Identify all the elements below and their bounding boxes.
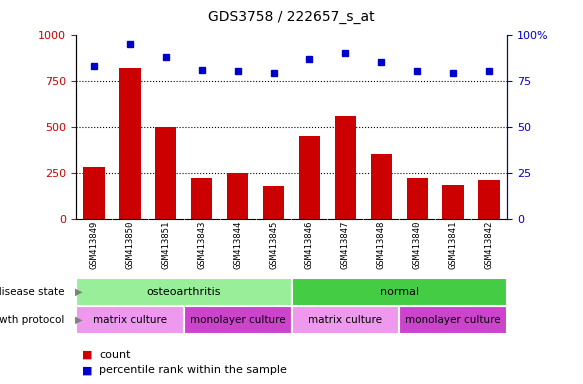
Text: GSM413841: GSM413841 bbox=[449, 221, 458, 269]
Bar bbox=[335, 116, 356, 219]
Text: GSM413843: GSM413843 bbox=[197, 221, 206, 269]
Bar bbox=[76, 306, 184, 334]
Text: growth protocol: growth protocol bbox=[0, 315, 64, 325]
Bar bbox=[399, 306, 507, 334]
Bar bbox=[76, 278, 292, 306]
Bar bbox=[191, 178, 212, 219]
Text: GSM413851: GSM413851 bbox=[161, 221, 170, 269]
Bar bbox=[298, 136, 320, 219]
Text: GSM413840: GSM413840 bbox=[413, 221, 422, 269]
Bar bbox=[227, 173, 248, 219]
Text: normal: normal bbox=[380, 287, 419, 297]
Text: monolayer culture: monolayer culture bbox=[405, 315, 501, 325]
Text: GSM413842: GSM413842 bbox=[484, 221, 494, 269]
Bar bbox=[263, 186, 285, 219]
Bar bbox=[292, 306, 399, 334]
Bar bbox=[406, 178, 428, 219]
Text: GSM413844: GSM413844 bbox=[233, 221, 242, 269]
Bar bbox=[371, 154, 392, 219]
Text: GDS3758 / 222657_s_at: GDS3758 / 222657_s_at bbox=[208, 10, 375, 23]
Bar bbox=[119, 68, 141, 219]
Text: GSM413847: GSM413847 bbox=[341, 221, 350, 269]
Text: matrix culture: matrix culture bbox=[308, 315, 382, 325]
Text: count: count bbox=[99, 350, 131, 360]
Text: GSM413850: GSM413850 bbox=[125, 221, 134, 269]
Text: GSM413846: GSM413846 bbox=[305, 221, 314, 269]
Text: ▶: ▶ bbox=[75, 287, 82, 297]
Bar bbox=[155, 127, 177, 219]
Bar bbox=[442, 185, 464, 219]
Text: percentile rank within the sample: percentile rank within the sample bbox=[99, 365, 287, 375]
Text: ▶: ▶ bbox=[75, 315, 82, 325]
Bar bbox=[83, 167, 104, 219]
Text: ■: ■ bbox=[82, 365, 92, 375]
Text: ■: ■ bbox=[82, 350, 92, 360]
Text: monolayer culture: monolayer culture bbox=[189, 315, 286, 325]
Text: matrix culture: matrix culture bbox=[93, 315, 167, 325]
Text: osteoarthritis: osteoarthritis bbox=[146, 287, 221, 297]
Text: disease state: disease state bbox=[0, 287, 64, 297]
Text: GSM413845: GSM413845 bbox=[269, 221, 278, 269]
Text: GSM413849: GSM413849 bbox=[89, 221, 99, 269]
Bar bbox=[292, 278, 507, 306]
Text: GSM413848: GSM413848 bbox=[377, 221, 386, 269]
Bar bbox=[479, 180, 500, 219]
Bar bbox=[184, 306, 292, 334]
